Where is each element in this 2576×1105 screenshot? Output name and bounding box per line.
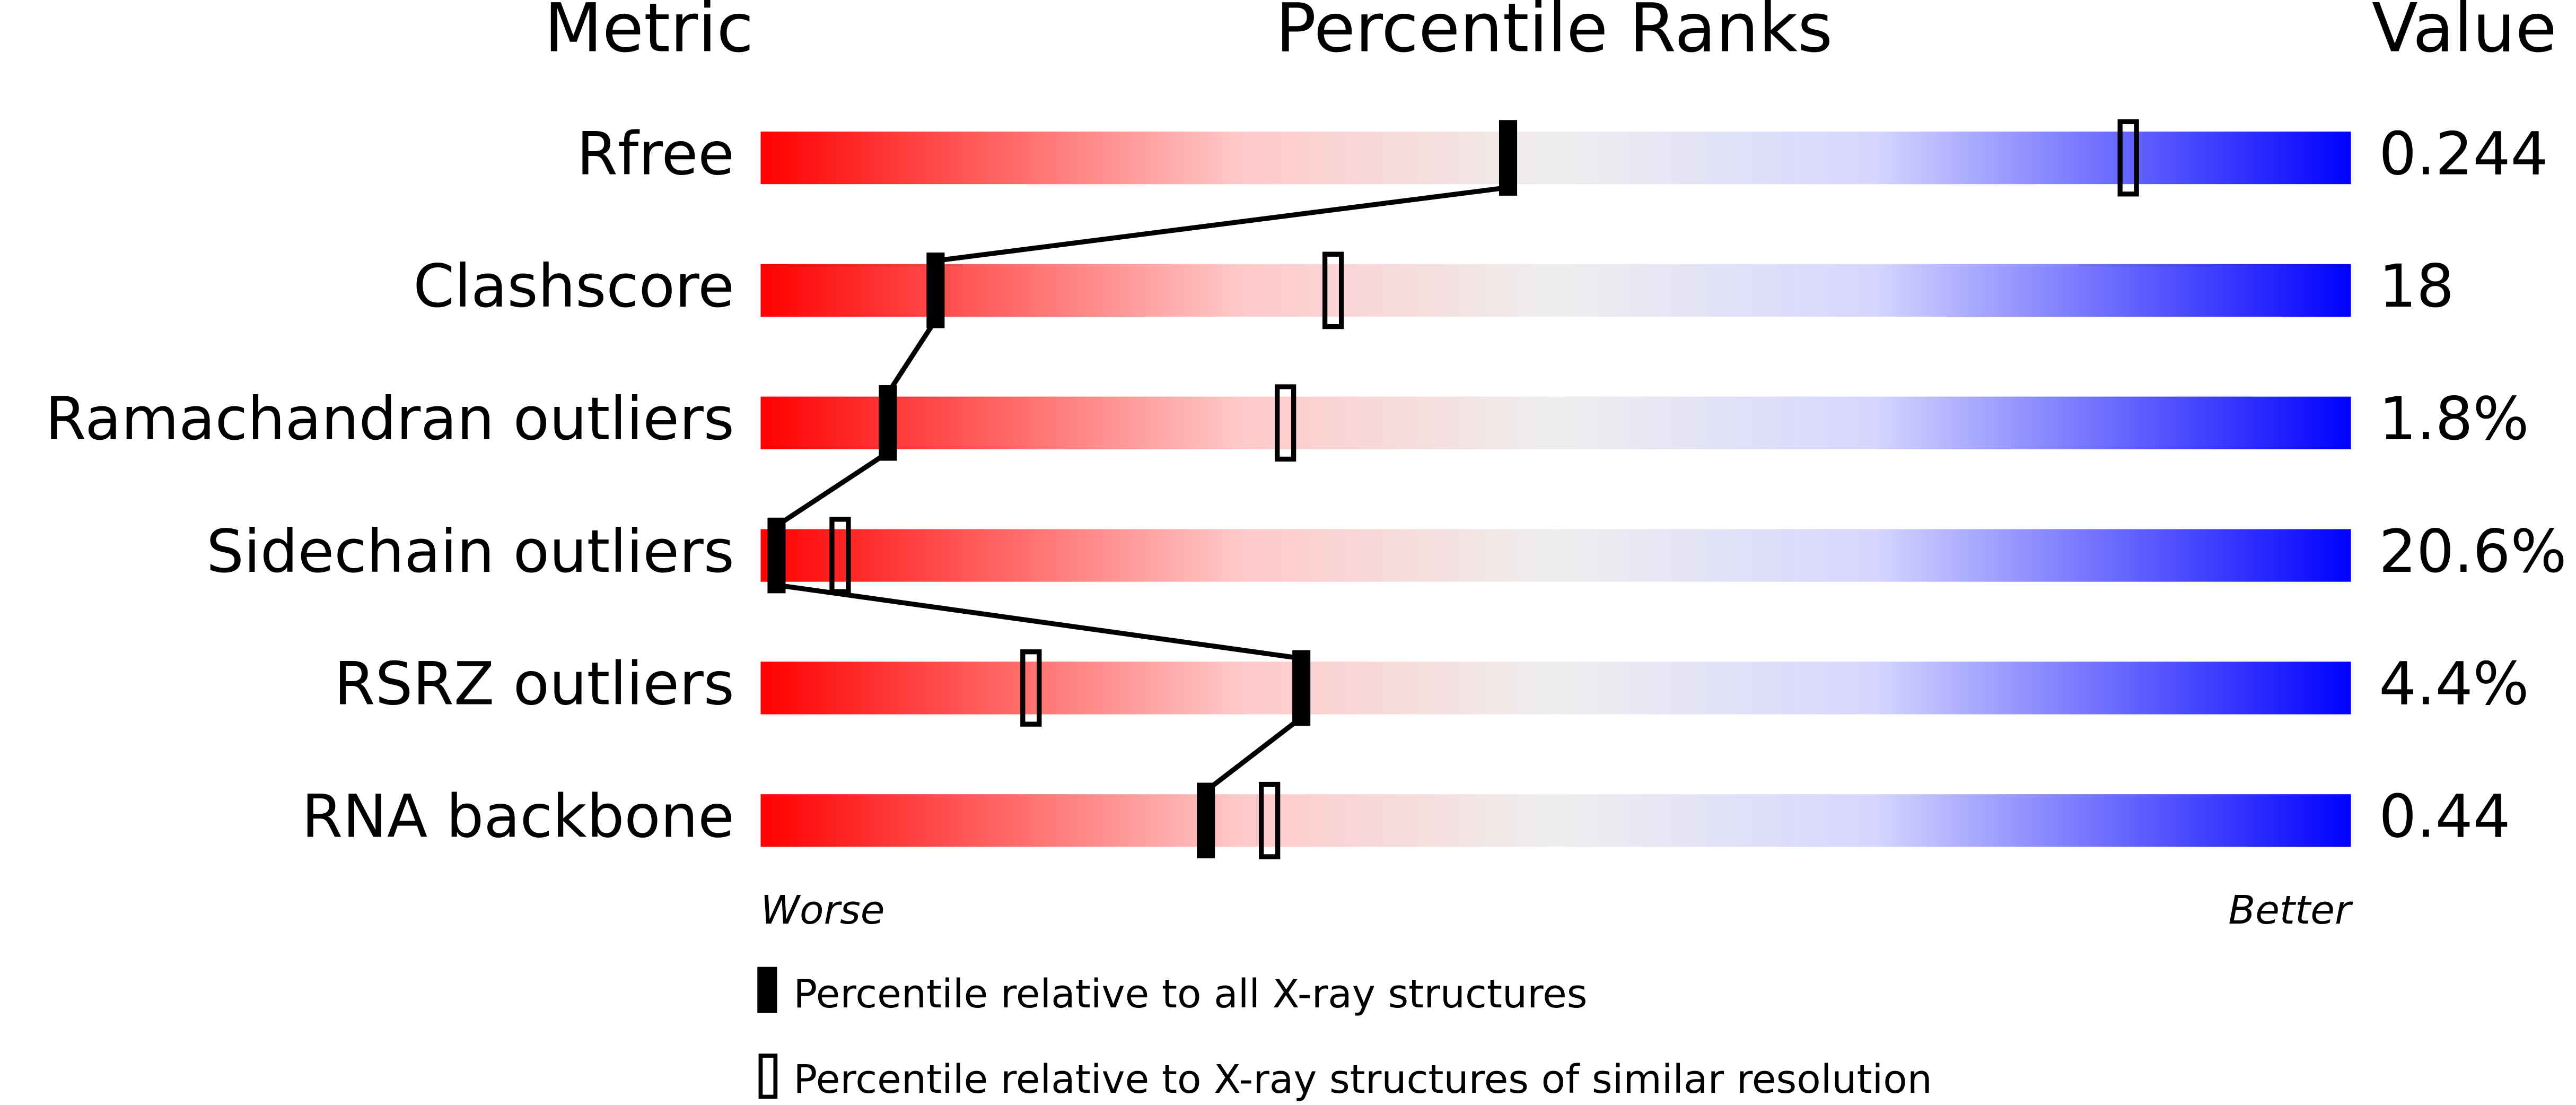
metric-label: RNA backbone <box>302 782 734 851</box>
percentile-mark <box>879 385 897 461</box>
legend-swatch <box>757 967 777 1013</box>
connector <box>935 185 1509 264</box>
gradient-bar <box>760 662 2351 715</box>
metric-value: 20.6% <box>2379 517 2566 586</box>
gradient-bar <box>760 396 2351 449</box>
percentile-mark-hollow <box>2117 119 2139 197</box>
connector <box>886 318 938 395</box>
percentile-mark <box>1499 120 1518 196</box>
ranks-header: Percentile Ranks <box>1276 0 1833 67</box>
rows: Rfree 0.244 Clashscore 18 Ramachandran outli… <box>45 119 2566 859</box>
legend: Percentile relative to all X-ray structu… <box>757 967 1932 1102</box>
percentile-mark-hollow <box>1020 649 1042 727</box>
percentile-mark-hollow <box>1259 781 1281 859</box>
legend-label: Percentile relative to X-ray structures … <box>793 1056 1932 1102</box>
connector <box>775 450 889 528</box>
percentile-mark <box>1197 782 1215 859</box>
metric-header: Metric <box>544 0 753 67</box>
metric-label: Clashscore <box>413 252 734 321</box>
gradient-bar <box>760 529 2351 582</box>
connector <box>776 582 1302 661</box>
better-label: Better <box>2228 887 2353 933</box>
gradient-bar <box>760 264 2351 317</box>
percentile-mark <box>1292 650 1311 726</box>
percentile-mark-hollow <box>829 517 851 594</box>
connector <box>1204 716 1303 793</box>
metric-value: 0.44 <box>2379 782 2510 851</box>
metric-label: Sidechain outliers <box>206 517 734 586</box>
legend-swatch <box>758 1054 778 1099</box>
percentile-mark-hollow <box>1322 251 1344 329</box>
metric-label: Ramachandran outliers <box>45 385 734 454</box>
value-header: Value <box>2372 0 2557 67</box>
metric-value: 4.4% <box>2379 650 2529 719</box>
percentile-mark <box>767 517 786 594</box>
metric-label: Rfree <box>577 119 734 188</box>
metric-value: 1.8% <box>2379 385 2529 454</box>
legend-label: Percentile relative to all X-ray structu… <box>793 971 1587 1017</box>
gradient-bar <box>760 131 2351 185</box>
percentile-mark <box>926 253 945 328</box>
gradient-bar <box>760 794 2351 847</box>
metric-label: RSRZ outliers <box>334 650 734 719</box>
worse-label: Worse <box>760 887 884 933</box>
metric-value: 18 <box>2379 252 2454 321</box>
metric-value: 0.244 <box>2379 119 2548 188</box>
percentile-mark-hollow <box>1275 384 1296 462</box>
